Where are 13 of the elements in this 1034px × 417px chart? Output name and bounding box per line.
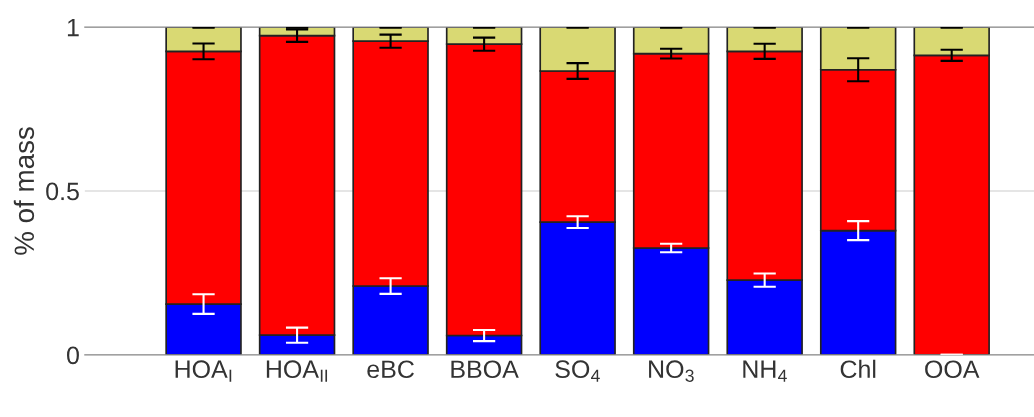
x-tick-label: HOA$_{I}$ bbox=[175, 360, 232, 382]
x-tick-label: SO$_{4}$ bbox=[555, 360, 600, 382]
x-tick-label: Chl bbox=[840, 359, 876, 379]
x-tick-label: NH$_{4}$ bbox=[743, 360, 787, 382]
y-tick-label: 0 bbox=[67, 346, 79, 365]
y-tick-label: 1 bbox=[67, 18, 79, 37]
x-tick-label: NO$_{3}$ bbox=[649, 360, 694, 382]
x-tick-label: BBOA bbox=[451, 360, 519, 379]
x-tick-label: HOA$_{II}$ bbox=[266, 360, 328, 382]
y-tick-label: 0.5 bbox=[46, 182, 79, 201]
x-tick-label: eBC bbox=[367, 360, 414, 379]
x-tick-label: OOA bbox=[925, 360, 980, 379]
y-axis-title: % of mass bbox=[13, 127, 35, 255]
